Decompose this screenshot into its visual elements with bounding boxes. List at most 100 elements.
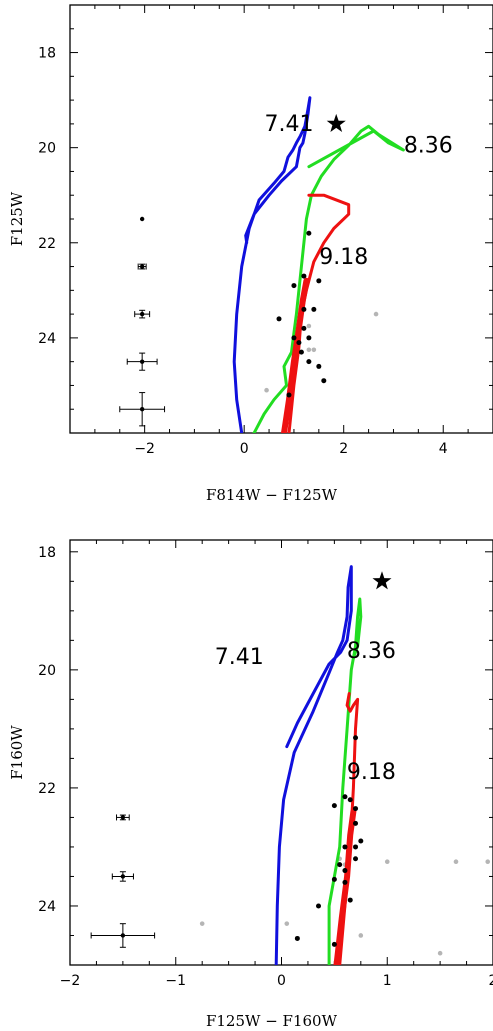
- member-star: [296, 340, 302, 346]
- member-star: [337, 862, 343, 868]
- x-tick-label: −2: [60, 973, 81, 989]
- member-star: [331, 803, 337, 809]
- isochrone-line-2: [252, 124, 405, 433]
- y-tick-label: 20: [38, 141, 56, 157]
- isochrone-line-4: [333, 808, 357, 965]
- field-star-gray: [373, 311, 379, 317]
- field-star-gray: [453, 859, 459, 865]
- isochrone-age-label: 9.18: [319, 245, 368, 270]
- y-tick-label: 18: [38, 545, 56, 561]
- member-star: [342, 844, 348, 850]
- x-tick-label: 0: [240, 441, 249, 457]
- field-star-gray: [284, 921, 290, 926]
- member-star: [306, 359, 312, 365]
- isochrone-line-4: [281, 277, 310, 433]
- member-star: [294, 935, 300, 941]
- member-star: [342, 879, 348, 885]
- error-bar-point: [139, 311, 145, 317]
- member-star: [353, 806, 359, 812]
- member-star: [353, 735, 359, 741]
- error-bar: [139, 216, 145, 222]
- error-bar: [134, 309, 151, 319]
- field-star-gray: [199, 921, 205, 926]
- x-tick-label: −2: [134, 441, 155, 457]
- field-star-gray: [306, 347, 312, 353]
- star-marker: [326, 113, 346, 132]
- x-axis-label: F814W − F125W: [206, 486, 338, 504]
- error-bar: [90, 923, 156, 948]
- y-tick-label: 20: [38, 663, 56, 679]
- member-star: [347, 797, 353, 803]
- x-tick-label: −1: [165, 973, 186, 989]
- field-star-gray: [384, 859, 390, 865]
- member-star: [316, 363, 322, 369]
- error-bar: [111, 871, 134, 882]
- y-tick-label: 18: [38, 46, 56, 62]
- member-star: [358, 838, 364, 844]
- member-star: [321, 378, 327, 384]
- error-bar: [137, 263, 147, 270]
- y-axis-label: F160W: [8, 725, 26, 780]
- member-star: [331, 941, 337, 947]
- isochrone-age-label: 8.36: [347, 639, 396, 664]
- member-star: [276, 316, 282, 322]
- member-star: [347, 897, 353, 903]
- y-axis-label: F125W: [8, 191, 26, 246]
- member-star: [306, 230, 312, 236]
- plot-frame: [69, 539, 493, 966]
- member-star: [301, 325, 307, 331]
- member-star: [331, 876, 337, 882]
- error-bar-point: [120, 933, 126, 938]
- error-bar: [126, 352, 158, 371]
- x-tick-label: 4: [439, 441, 448, 457]
- isochrone-line-1: [232, 96, 312, 433]
- error-bar-point: [120, 815, 126, 820]
- member-star: [342, 868, 348, 874]
- plot-area: [119, 96, 405, 433]
- member-star: [342, 794, 348, 800]
- member-star: [311, 306, 317, 312]
- plot-area: [90, 565, 491, 965]
- field-star-gray: [264, 387, 269, 393]
- member-star: [316, 903, 322, 909]
- x-tick-label: 2: [339, 441, 348, 457]
- field-star-gray: [306, 323, 312, 329]
- isochrone-line-2: [327, 597, 363, 965]
- isochrone-age-label: 7.41: [215, 645, 264, 670]
- isochrone-age-label: 9.18: [347, 760, 396, 785]
- x-tick-label: 2: [489, 973, 493, 989]
- member-star: [301, 306, 307, 312]
- member-star: [353, 820, 359, 826]
- x-tick-label: 1: [383, 973, 392, 989]
- star-marker: [372, 571, 392, 590]
- isochrone-line-1: [274, 565, 353, 965]
- y-tick-label: 24: [38, 331, 56, 347]
- isochrone-age-label: 7.41: [264, 112, 313, 137]
- x-tick-label: 0: [277, 973, 286, 989]
- y-tick-label: 22: [38, 781, 56, 797]
- y-tick-label: 22: [38, 236, 56, 252]
- error-bar-point: [139, 359, 145, 364]
- isochrone-age-label: 8.36: [404, 133, 453, 158]
- member-star: [353, 844, 359, 850]
- field-star-gray: [358, 933, 364, 938]
- member-star: [291, 335, 297, 341]
- member-star: [301, 273, 307, 279]
- member-star: [291, 283, 297, 289]
- field-star-gray: [311, 347, 317, 353]
- y-tick-label: 24: [38, 899, 56, 915]
- error-bar-point: [139, 407, 145, 412]
- field-star-gray: [437, 950, 443, 956]
- chart-panel-2: −2 −1 0 1 2 18 20 22 24 F125W − F160W F160W 7.41 8.3…: [8, 539, 493, 1030]
- member-star: [306, 335, 312, 341]
- field-star-gray: [485, 859, 491, 865]
- member-star: [286, 392, 292, 398]
- x-axis-label: F125W − F160W: [206, 1012, 338, 1030]
- error-bar-point: [139, 216, 145, 222]
- error-bar: [119, 392, 166, 427]
- error-bar-point: [139, 264, 145, 269]
- member-star: [353, 856, 359, 862]
- error-bar-point: [120, 874, 126, 879]
